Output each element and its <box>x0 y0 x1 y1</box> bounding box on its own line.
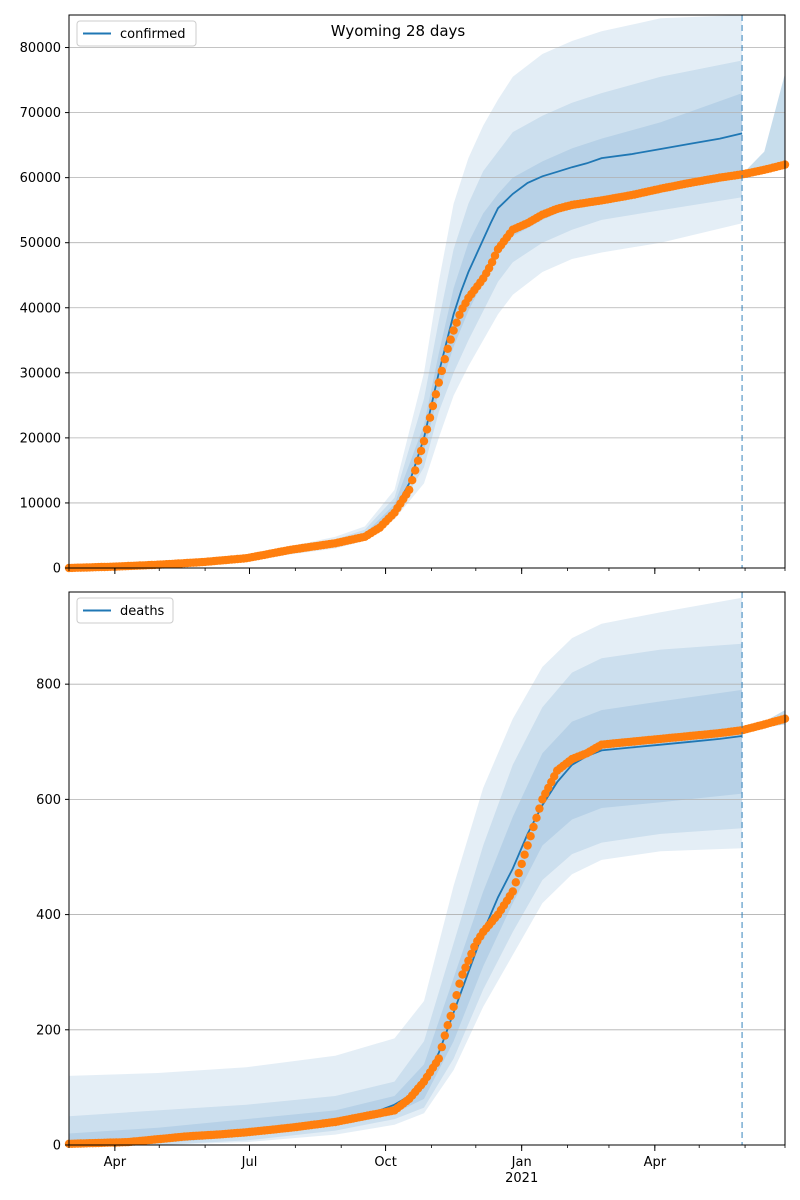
deaths-ytick-label-0: 0 <box>53 1139 61 1154</box>
deaths-ytick-label-1: 200 <box>36 1023 61 1038</box>
confirmed-uncertainty-bands <box>69 15 785 568</box>
confirmed-observed-point <box>452 318 461 327</box>
confirmed-observed-point <box>487 258 497 267</box>
deaths-legend-label: deaths <box>120 604 165 619</box>
confirmed-observed-point <box>405 485 414 495</box>
confirmed-ytick-label-1: 10000 <box>20 496 61 511</box>
confirmed-observed-point <box>416 446 426 456</box>
confirmed-observed-point <box>437 366 446 376</box>
confirmed-observed-point <box>411 466 420 475</box>
confirmed-observed-point <box>419 436 429 446</box>
deaths-band-middle <box>69 643 743 1145</box>
deaths-observed-point <box>523 841 532 850</box>
confirmed-observed-point <box>428 401 438 411</box>
confirmed-legend: confirmed <box>76 20 197 47</box>
confirmed-observed-point <box>449 326 458 335</box>
deaths-ytick-label-2: 400 <box>36 908 61 923</box>
confirmed-band-middle <box>69 60 743 568</box>
deaths-gridlines <box>69 683 785 1031</box>
confirmed-observed-point <box>422 425 432 434</box>
deaths-observed-point <box>443 1020 452 1030</box>
deaths-band-outer <box>69 597 743 1145</box>
deaths-panel: 0 200 400 600 800 Apr Jul Oct Jan Apr 2021 deaths <box>36 591 790 1186</box>
deaths-observed-point <box>446 1011 455 1021</box>
deaths-observed-point <box>532 813 541 822</box>
deaths-observed-point <box>440 1031 449 1040</box>
deaths-observed-point <box>511 878 520 887</box>
deaths-series <box>64 592 790 1149</box>
deaths-observed-point <box>452 991 461 1000</box>
deaths-observed-point <box>458 970 467 979</box>
deaths-observed-point <box>535 804 544 813</box>
deaths-observed-point <box>449 1002 458 1011</box>
confirmed-observed-point <box>443 344 452 353</box>
xtick-label-4: Apr <box>644 1155 667 1170</box>
deaths-ytick-label-4: 800 <box>36 678 61 693</box>
deaths-observed-point <box>508 887 517 896</box>
confirmed-ytick-label-3: 30000 <box>20 366 61 381</box>
confirmed-ytick-label-6: 60000 <box>20 171 61 186</box>
confirmed-observed-point <box>425 413 435 422</box>
confirmed-ytick-label-2: 20000 <box>20 431 61 446</box>
xtick-year-label: 2021 <box>505 1171 538 1186</box>
deaths-observed-point <box>520 850 529 859</box>
deaths-observed-point <box>437 1042 446 1052</box>
confirmed-band-inner <box>69 93 743 568</box>
confirmed-observed-point <box>490 251 500 260</box>
confirmed-ytick-label-0: 0 <box>53 562 61 577</box>
xtick-label-3: Jan <box>511 1155 532 1170</box>
deaths-band-inner <box>69 689 743 1145</box>
confirmed-axes: 0 10000 20000 30000 40000 50000 60000 70000 8000… <box>20 14 786 577</box>
deaths-observed-point <box>464 956 473 965</box>
confirmed-observed-point <box>431 390 441 399</box>
xtick-label-2: Oct <box>374 1155 396 1170</box>
deaths-observed-point <box>517 859 526 869</box>
confirmed-panel: 0 10000 20000 30000 40000 50000 60000 70000 8000… <box>20 14 790 577</box>
confirmed-post-forecast-band <box>742 73 785 178</box>
confirmed-observed-point <box>434 378 443 387</box>
deaths-observed-point <box>461 963 470 972</box>
deaths-observed-point <box>526 832 535 841</box>
confirmed-legend-label: confirmed <box>120 27 186 42</box>
figure-title: Wyoming 28 days <box>331 22 466 40</box>
confirmed-ytick-label-5: 50000 <box>20 236 61 251</box>
confirmed-observed-point <box>455 310 464 320</box>
deaths-axes: 0 200 400 600 800 Apr Jul Oct Jan Apr 2021 <box>36 591 786 1186</box>
xtick-label-0: Apr <box>104 1155 127 1170</box>
confirmed-ytick-label-4: 40000 <box>20 301 61 316</box>
confirmed-axes-frame <box>68 14 786 569</box>
confirmed-ytick-label-7: 70000 <box>20 106 61 121</box>
confirmed-gridlines <box>69 47 785 504</box>
deaths-observed-point <box>514 868 523 878</box>
deaths-observed-point <box>455 979 464 988</box>
deaths-legend: deaths <box>76 597 174 624</box>
confirmed-observed-point <box>440 355 449 364</box>
deaths-observed-point <box>434 1054 443 1063</box>
confirmed-band-outer <box>69 15 743 568</box>
confirmed-observed-point <box>408 476 417 485</box>
deaths-observed-point <box>529 822 538 832</box>
confirmed-observed-point <box>446 335 455 344</box>
deaths-uncertainty-bands <box>69 597 785 1145</box>
xtick-label-1: Jul <box>241 1155 258 1170</box>
deaths-observed-point <box>467 949 476 958</box>
deaths-ytick-label-3: 600 <box>36 793 61 808</box>
confirmed-observed-point <box>413 456 423 465</box>
confirmed-ytick-label-8: 80000 <box>20 41 61 56</box>
deaths-axes-frame <box>68 591 786 1146</box>
